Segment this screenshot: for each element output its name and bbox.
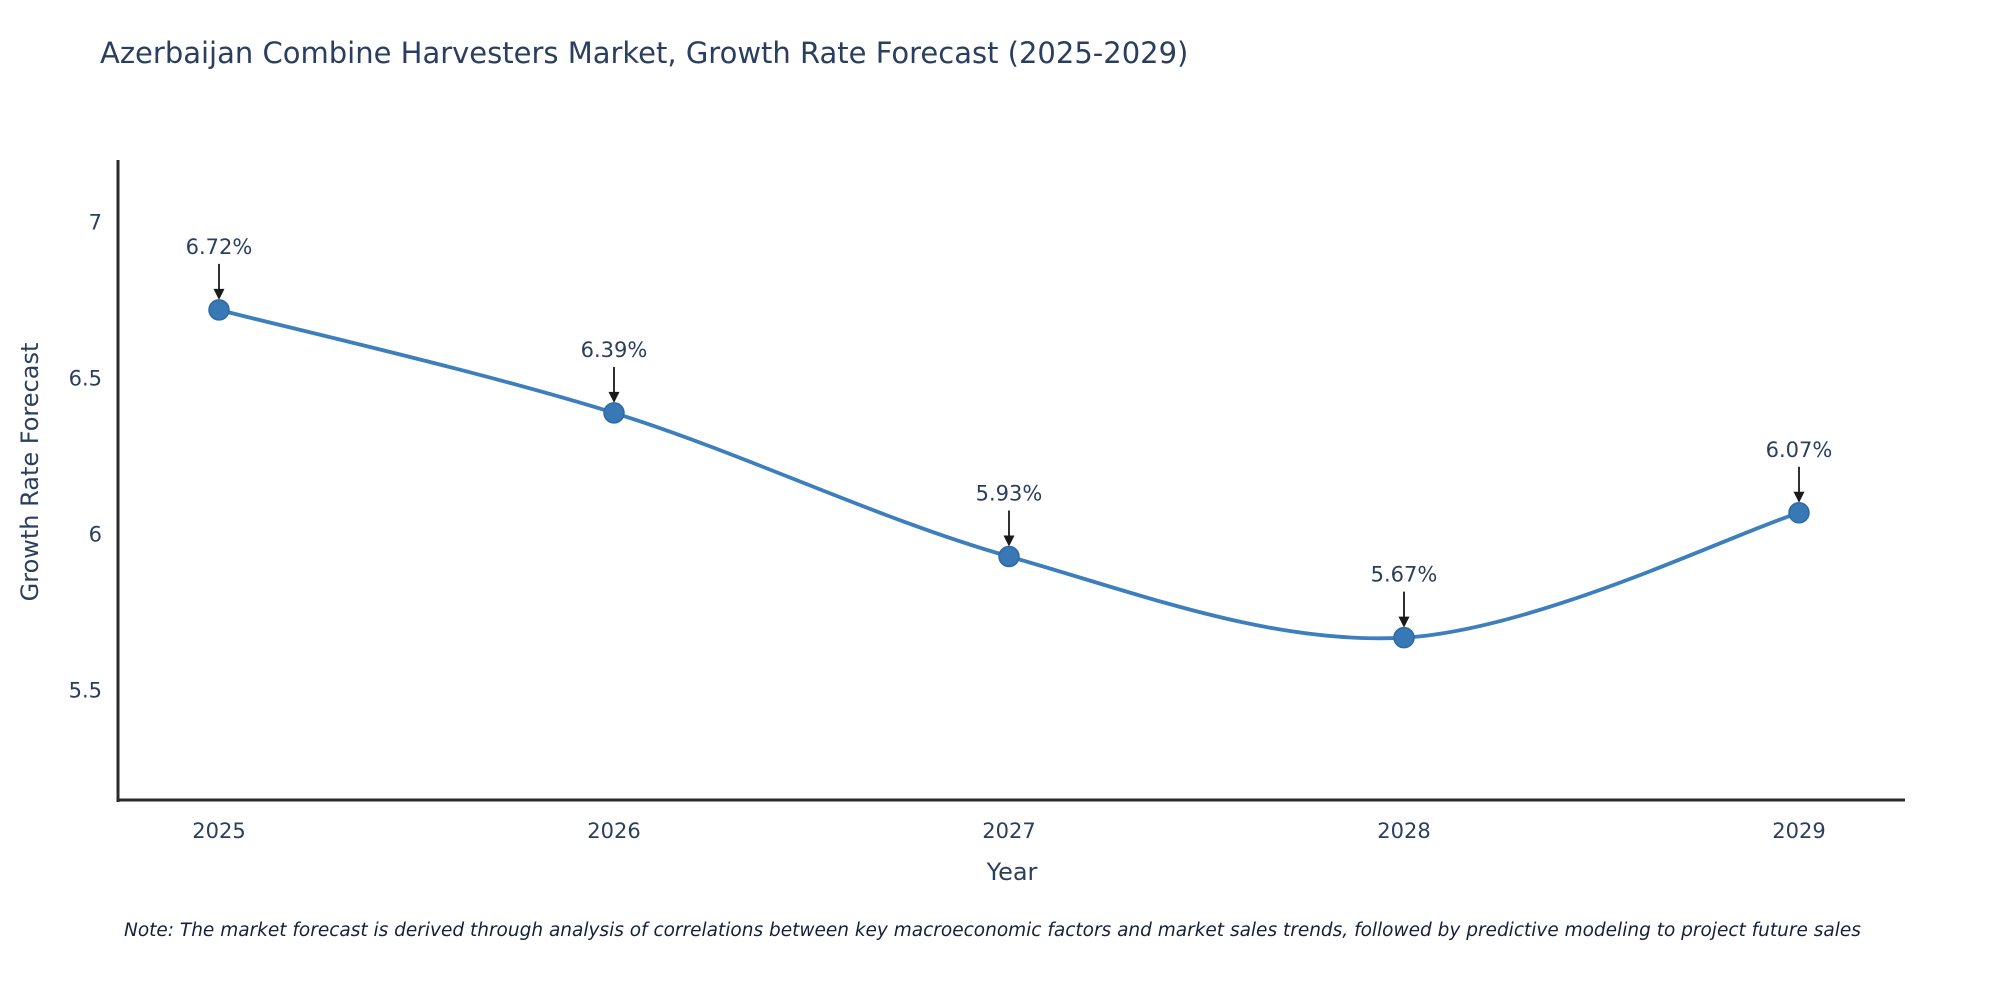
data-point-2025[interactable]	[208, 299, 230, 321]
x-axis-title: Year	[986, 858, 1038, 886]
annotation-arrowhead-2029	[1793, 491, 1805, 503]
x-tick-label: 2025	[192, 819, 245, 843]
annotation-arrowhead-2026	[608, 391, 620, 403]
annotation-arrowhead-2028	[1398, 616, 1410, 628]
data-label-2027: 5.93%	[976, 481, 1043, 505]
y-tick-label: 6.5	[69, 367, 102, 391]
forecast-methodology-note: Note: The market forecast is derived thr…	[124, 920, 1861, 941]
y-tick-label: 5.5	[69, 679, 102, 703]
data-label-2026: 6.39%	[581, 338, 648, 362]
data-point-2027[interactable]	[998, 545, 1020, 568]
data-label-2025: 6.72%	[186, 235, 253, 259]
y-tick-label: 7	[89, 210, 102, 234]
annotation-arrowhead-2025	[213, 288, 225, 300]
data-point-2026[interactable]	[603, 402, 625, 424]
data-point-2028[interactable]	[1393, 626, 1415, 649]
annotation-arrowhead-2027	[1003, 535, 1015, 547]
data-point-2029[interactable]	[1788, 502, 1810, 524]
trend-line	[217, 307, 1801, 641]
data-label-2029: 6.07%	[1766, 438, 1833, 462]
x-tick-label: 2027	[982, 819, 1035, 843]
data-label-2028: 5.67%	[1371, 563, 1438, 587]
y-tick-label: 6	[89, 523, 102, 547]
x-tick-label: 2029	[1772, 819, 1825, 843]
x-tick-label: 2026	[587, 819, 640, 843]
x-tick-label: 2028	[1377, 819, 1430, 843]
chart-title: Azerbaijan Combine Harvesters Market, Gr…	[100, 36, 1189, 70]
